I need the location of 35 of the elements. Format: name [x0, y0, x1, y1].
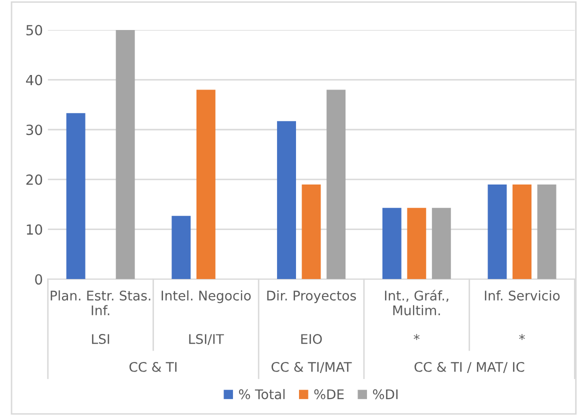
- x-tick-label: Intel. Negocio: [162, 290, 251, 304]
- bar: [432, 208, 451, 280]
- bar: [116, 30, 135, 280]
- bar: [196, 90, 216, 280]
- legend-label: %DI: [372, 389, 398, 400]
- x-tick-label: Dir. Proyectos: [267, 290, 356, 304]
- bar: [512, 184, 532, 280]
- text: *: [414, 334, 420, 340]
- y-tick-label: 0: [35, 274, 42, 285]
- text: *: [519, 334, 525, 340]
- bar: [326, 90, 346, 280]
- legend-label: %DE: [314, 389, 344, 400]
- y-tick-label: 20: [26, 174, 42, 185]
- y-tick-label: 30: [26, 124, 42, 136]
- text: LSI: [92, 334, 110, 344]
- legend-label: % Total: [238, 389, 285, 400]
- y-tick-label: 50: [26, 24, 42, 36]
- text: CC & TI / MAT/ IC: [414, 362, 524, 373]
- x-tick-label: Plan. Estr. Stas. Inf.: [50, 290, 150, 316]
- x-tick-label: Int., Gráf., Multim.: [385, 290, 448, 316]
- bar: [302, 184, 321, 280]
- bar: [407, 208, 426, 280]
- text: CC & TI/MAT: [272, 362, 352, 373]
- bar: [172, 216, 191, 280]
- text: LSI/IT: [189, 334, 224, 346]
- bar: [488, 184, 507, 280]
- bar: [66, 113, 86, 280]
- y-tick-label: 40: [26, 74, 42, 86]
- x-tick-label: Inf. Servicio: [484, 290, 560, 301]
- text: EIO: [301, 334, 322, 344]
- y-tick-label: 10: [26, 224, 42, 235]
- bar: [382, 208, 402, 280]
- bar: [537, 184, 556, 280]
- bar: [277, 121, 296, 280]
- text: CC & TI: [129, 362, 176, 372]
